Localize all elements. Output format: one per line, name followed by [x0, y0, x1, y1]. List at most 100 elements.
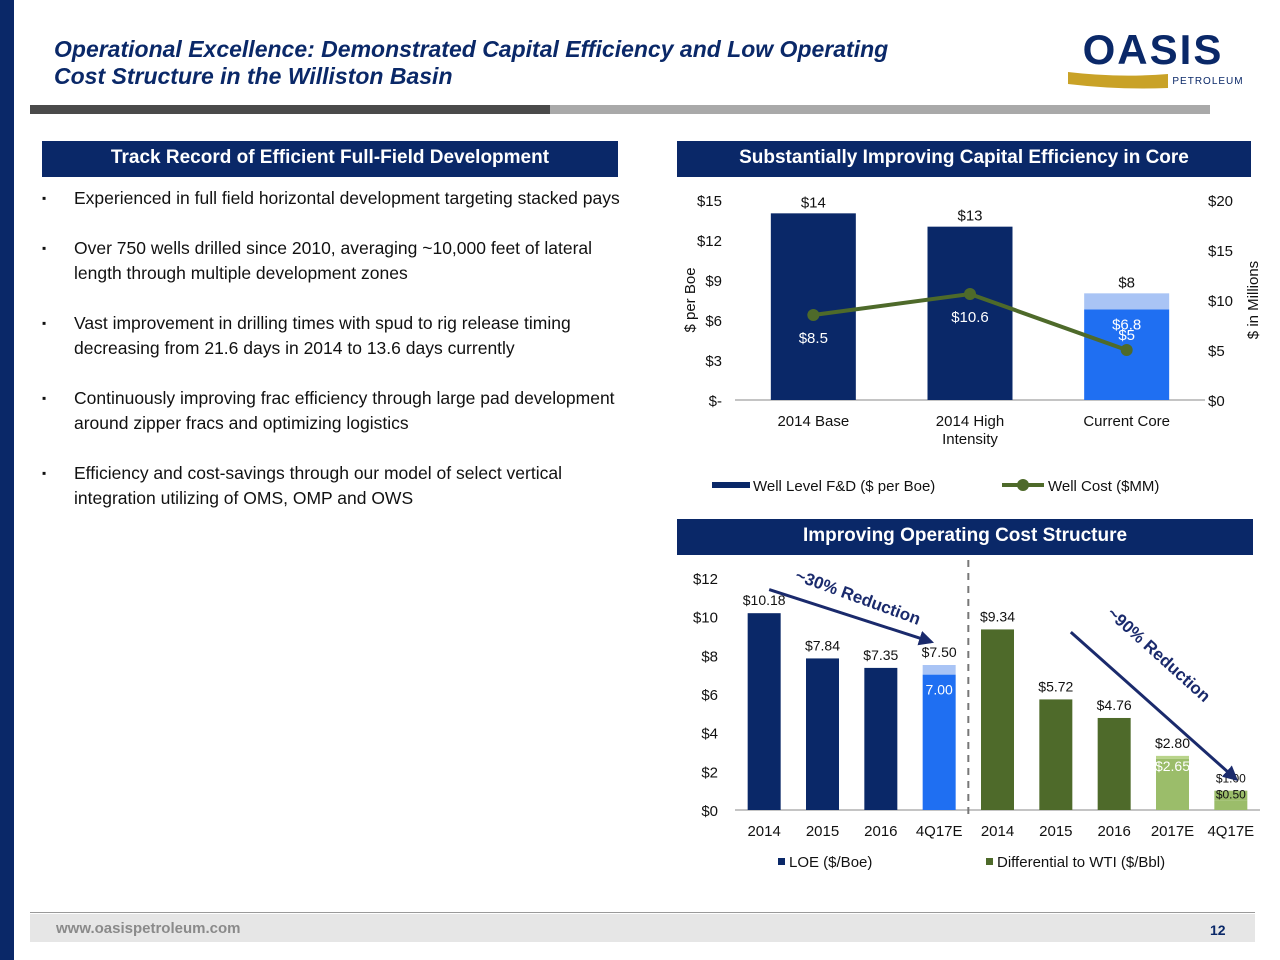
reduction-arrow-loe [768, 588, 935, 646]
x-tick-label: 4Q17E [1207, 823, 1254, 840]
bullet-item: ▪ Experienced in full field horizontal de… [42, 186, 632, 211]
reduction-arrow-differential [1069, 631, 1239, 782]
differential-bar-upper-segment [1214, 790, 1248, 801]
x-tick-label: 2016 [864, 823, 897, 840]
loe-bar [806, 658, 839, 810]
differential-bar [1097, 717, 1131, 810]
differential-bar-label: $0.50 [1216, 787, 1246, 801]
x-tick-label-line-2: Intensity [942, 431, 998, 448]
footer-divider [30, 912, 1255, 913]
differential-bar-label: $9.34 [980, 608, 1015, 624]
fd-segment-label: $6.8 [1112, 316, 1141, 333]
legend-swatch-differential [986, 858, 993, 865]
y-tick-label: $8 [701, 648, 718, 665]
y-tick-label: $6 [705, 313, 722, 330]
fd-bar-label: $13 [957, 208, 982, 225]
logo-subtext: PETROLEUM [1172, 76, 1243, 87]
bullet-item: ▪ Efficiency and cost-savings through our… [42, 463, 562, 508]
differential-bar-label: $2.65 [1155, 758, 1190, 774]
loe-bar [922, 674, 956, 810]
y-tick-label: $3 [705, 353, 722, 370]
x-tick-label: 2014 Base [777, 413, 849, 430]
logo-swoosh [1068, 72, 1168, 89]
operating-cost-chart: $0 $2 $4 $6 $8 $10 $12 $10.18 2014 $7.84 2015 $7.35… [693, 560, 1260, 871]
loe-bar [864, 667, 898, 810]
legend-swatch-fd [712, 482, 750, 488]
well-cost-label: $8.5 [799, 330, 828, 347]
differential-bar-label: $4.76 [1097, 697, 1132, 713]
oasis-logo: OASIS PETROLEUM [1068, 28, 1243, 89]
y-tick-label: $0 [701, 803, 718, 820]
y-right-tick-label: $20 [1208, 193, 1233, 210]
well-cost-point [807, 309, 820, 321]
left-panel-banner: Track Record of Efficient Full-Field Dev… [42, 141, 618, 177]
differential-bar [981, 629, 1014, 810]
bullet-marker: ▪ [42, 466, 47, 480]
footer-url[interactable]: www.oasispetroleum.com [56, 920, 241, 937]
y-tick-label: $12 [693, 571, 718, 588]
differential-bar [1039, 699, 1073, 810]
title-underline [30, 105, 1210, 114]
x-tick-label: 2015 [806, 823, 839, 840]
y-tick-label: $4 [701, 726, 718, 743]
y-right-tick-label: $0 [1208, 393, 1225, 410]
footer-bar [30, 914, 1255, 942]
y-right-tick-label: $10 [1208, 293, 1233, 310]
y-tick-label: $- [709, 393, 722, 410]
legend-label-loe: LOE ($/Boe) [789, 854, 872, 871]
x-tick-label: 2016 [1097, 823, 1130, 840]
x-tick-label: 2017E [1151, 823, 1194, 840]
well-cost-label: $5 [1118, 327, 1135, 344]
x-tick-label: Current Core [1083, 413, 1170, 430]
loe-bar [747, 613, 781, 810]
y-axis-title: $ per Boe [682, 267, 699, 332]
title-underline-dark [30, 105, 550, 114]
fd-bar-label: $8 [1118, 274, 1135, 291]
y-tick-label: $2 [701, 764, 718, 781]
loe-bar-label: $10.18 [743, 592, 786, 608]
well-cost-point [964, 288, 976, 300]
x-tick-label: 2014 [981, 823, 1014, 840]
loe-bar-label: 7.00 [926, 682, 953, 698]
left-accent-bar [0, 0, 14, 960]
x-tick-label: 4Q17E [916, 823, 963, 840]
capital-efficiency-chart: $- $3 $6 $9 $12 $15 $0 $5 $10 $15 $20 $ per Boe $ in… [682, 193, 1260, 495]
bullet-list: ▪ Experienced in full field horizontal de… [42, 186, 632, 536]
y-right-axis-title: $ in Millions [1245, 261, 1260, 339]
operating-cost-banner: Improving Operating Cost Structure [677, 519, 1253, 555]
page-title-line-2: Cost Structure in the Williston Basin [54, 63, 453, 89]
well-cost-point [1120, 344, 1133, 356]
loe-bar-label: $7.35 [863, 647, 898, 663]
page-title-line-1: Operational Excellence: Demonstrated Cap… [54, 36, 889, 62]
legend-label-fd: Well Level F&D ($ per Boe) [753, 478, 935, 495]
y-tick-label: $10 [693, 610, 718, 627]
fd-bar [770, 213, 856, 400]
annotation-differential-reduction: ~90% Reduction [1103, 604, 1214, 706]
bullet-marker: ▪ [42, 316, 47, 330]
title-underline-light [550, 105, 1210, 114]
bullet-marker: ▪ [42, 241, 47, 255]
differential-bar [1214, 800, 1248, 810]
x-tick-label: 2015 [1039, 823, 1072, 840]
bullet-item: ▪ Over 750 wells drilled since 2010, aver… [42, 238, 593, 283]
well-cost-label: $10.6 [951, 309, 989, 326]
fd-bar [927, 226, 1013, 400]
x-tick-label: 2014 [747, 823, 780, 840]
bullet-marker: ▪ [42, 191, 47, 205]
capital-efficiency-banner: Substantially Improving Capital Efficien… [677, 141, 1251, 177]
y-tick-label: $9 [705, 273, 722, 290]
y-right-tick-label: $15 [1208, 243, 1233, 260]
x-tick-label: 2014 High [936, 413, 1004, 430]
differential-bar-upper-segment [1156, 755, 1189, 759]
bullet-item: ▪ Continuously improving frac efficiency … [42, 388, 615, 433]
legend-label-differential: Differential to WTI ($/Bbl) [997, 854, 1165, 871]
legend-label-wc: Well Cost ($MM) [1048, 478, 1159, 495]
fd-bar-extra-segment [1084, 293, 1170, 310]
page-title: Operational Excellence: Demonstrated Cap… [54, 36, 888, 90]
legend-swatch-loe [778, 858, 785, 865]
loe-bar-label: $7.84 [805, 637, 840, 653]
fd-bar-label: $14 [801, 194, 826, 211]
loe-bar-upper-segment [922, 665, 956, 675]
y-tick-label: $12 [697, 233, 722, 250]
y-tick-label: $15 [697, 193, 722, 210]
